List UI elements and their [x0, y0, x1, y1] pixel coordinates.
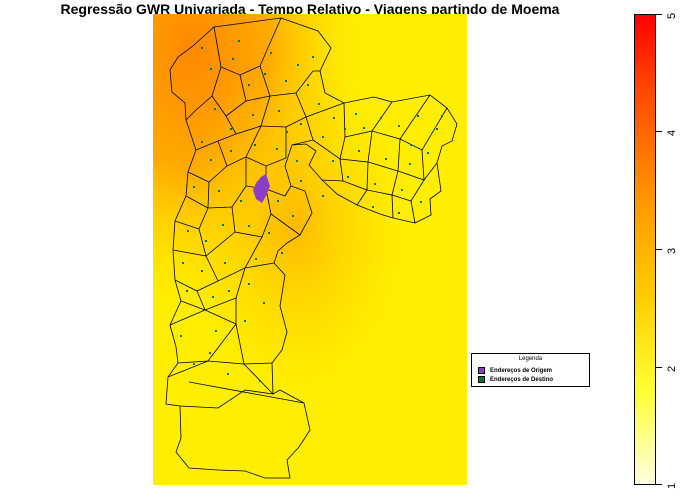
legend-item-destination: Endereços de Destino [478, 376, 553, 383]
legend-item-origin-label: Endereços de Origem [490, 368, 553, 375]
colorbar-tick-5 [656, 14, 662, 15]
destination-swatch-icon [478, 376, 485, 383]
destination-points [180, 40, 443, 382]
map-canvas [153, 14, 467, 485]
colorbar-label-1: 1 [666, 482, 678, 489]
legend-item-destination-label: Endereços de Destino [490, 377, 554, 384]
gwr-surface [153, 14, 467, 485]
color-scale-bar [634, 14, 656, 485]
colorbar-label-2: 2 [666, 365, 678, 372]
colorbar-label-4: 4 [666, 129, 678, 136]
map-title: Regressão GWR Univariada - Tempo Relativ… [60, 1, 560, 17]
colorbar-tick-1 [656, 484, 662, 485]
legend: Legenda Endereços de Origem Endereços de… [471, 353, 590, 387]
colorbar-label-5: 5 [666, 12, 678, 19]
colorbar-label-3: 3 [666, 247, 678, 254]
legend-title: Legenda [518, 356, 543, 362]
district-boundaries [165, 17, 458, 479]
colorbar-tick-2 [656, 367, 662, 368]
legend-item-origin: Endereços de Origem [478, 367, 552, 374]
origin-points [253, 174, 270, 203]
colorbar-tick-4 [656, 131, 662, 132]
colorbar-tick-3 [656, 249, 662, 250]
origin-swatch-icon [478, 367, 485, 374]
